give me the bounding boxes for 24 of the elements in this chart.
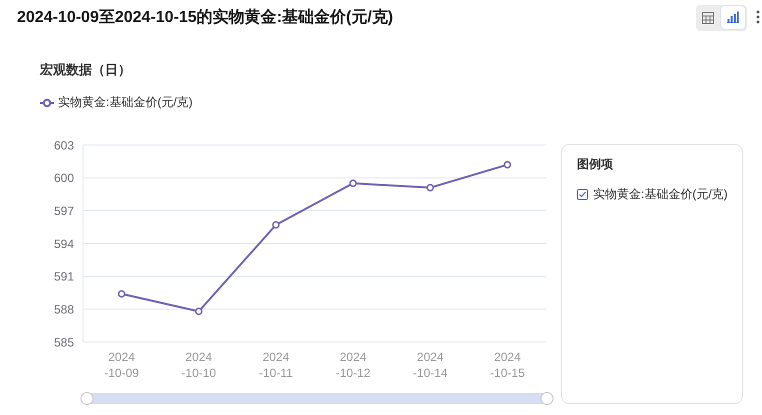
x-tick-label: 2024-10-09 [104, 350, 140, 380]
legend-label: 实物黄金:基础金价(元/克) [58, 94, 193, 111]
y-tick-label: 603 [54, 138, 74, 152]
text: 实物黄金:基础金价(元/克) [593, 187, 728, 201]
chart-subtitle: 宏观数据（日） [40, 62, 131, 77]
point [118, 290, 126, 298]
x-tick-label: 2024-10-15 [490, 350, 526, 380]
point [426, 184, 434, 192]
y-tick-label: 597 [54, 204, 74, 218]
y-tick-label: 594 [54, 236, 74, 251]
point [349, 180, 357, 188]
point [272, 221, 280, 229]
point [195, 308, 202, 316]
x-tick-label: 2024-10-10 [181, 350, 216, 380]
point [504, 160, 512, 168]
y-tick-label: 591 [54, 270, 74, 284]
y-tick-label: 585 [54, 335, 74, 350]
legend-title: 图例项 [577, 157, 613, 171]
y-tick-label: 588 [54, 302, 74, 316]
y-tick-label: 600 [54, 171, 74, 186]
x-tick-label: 2024-10-12 [336, 350, 371, 380]
chart-title: 2024-10-09至2024-10-15的实物黄金:基础金价(元/克) [17, 9, 394, 26]
x-tick-label: 2024-10-11 [259, 350, 294, 380]
x-tick-label: 2024-10-14 [412, 350, 448, 380]
